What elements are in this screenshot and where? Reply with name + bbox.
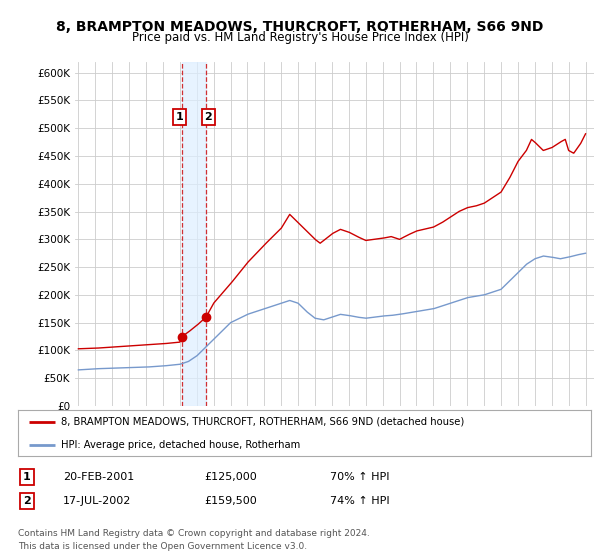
Text: 2: 2: [23, 496, 31, 506]
Text: 8, BRAMPTON MEADOWS, THURCROFT, ROTHERHAM, S66 9ND (detached house): 8, BRAMPTON MEADOWS, THURCROFT, ROTHERHA…: [61, 417, 464, 427]
Text: Price paid vs. HM Land Registry's House Price Index (HPI): Price paid vs. HM Land Registry's House …: [131, 31, 469, 44]
Bar: [182, 62, 206, 406]
Text: Contains HM Land Registry data © Crown copyright and database right 2024.: Contains HM Land Registry data © Crown c…: [18, 529, 370, 538]
Text: £159,500: £159,500: [204, 496, 257, 506]
Text: 17-JUL-2002: 17-JUL-2002: [63, 496, 131, 506]
Text: 2: 2: [205, 112, 212, 122]
Text: 8, BRAMPTON MEADOWS, THURCROFT, ROTHERHAM, S66 9ND: 8, BRAMPTON MEADOWS, THURCROFT, ROTHERHA…: [56, 20, 544, 34]
Text: 1: 1: [23, 472, 31, 482]
Text: £125,000: £125,000: [204, 472, 257, 482]
Text: HPI: Average price, detached house, Rotherham: HPI: Average price, detached house, Roth…: [61, 440, 300, 450]
Text: This data is licensed under the Open Government Licence v3.0.: This data is licensed under the Open Gov…: [18, 542, 307, 550]
Text: 20-FEB-2001: 20-FEB-2001: [63, 472, 134, 482]
Text: 74% ↑ HPI: 74% ↑ HPI: [330, 496, 389, 506]
Text: 1: 1: [176, 112, 184, 122]
Text: 70% ↑ HPI: 70% ↑ HPI: [330, 472, 389, 482]
